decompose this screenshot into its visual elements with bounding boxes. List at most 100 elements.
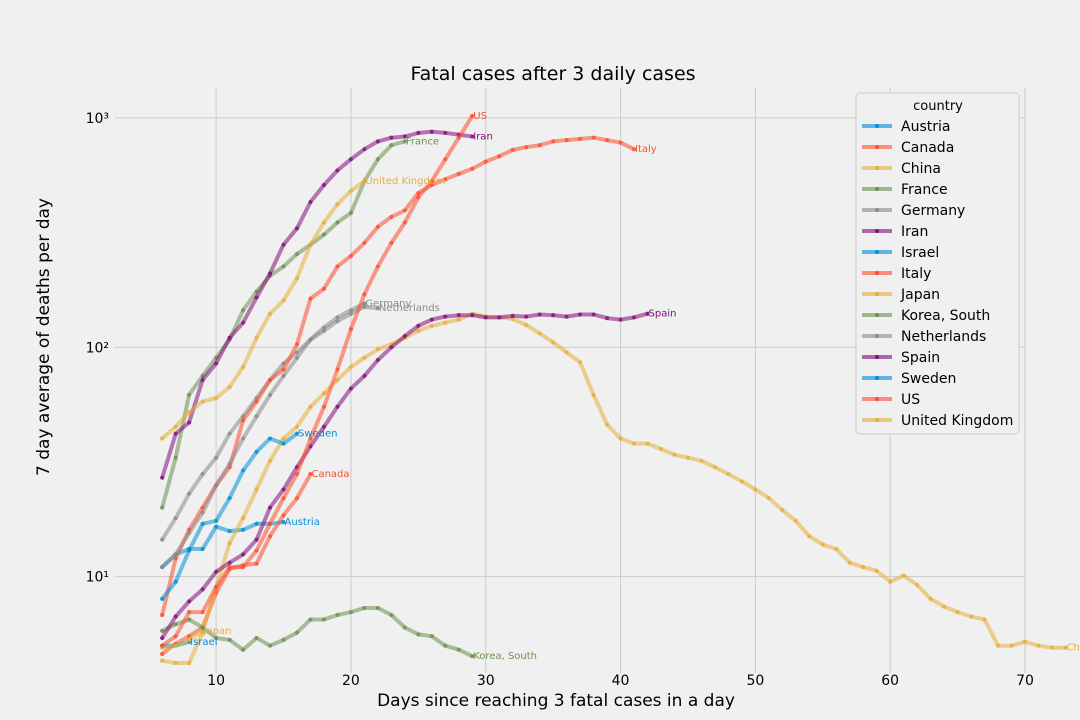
data-point [375,306,380,311]
data-point [160,643,165,648]
data-point [348,157,353,162]
data-point [429,129,434,134]
data-point [295,252,299,257]
data-point [793,518,798,523]
data-point [187,420,192,425]
data-point [173,424,178,429]
legend-label: United Kingdom [901,413,1013,429]
data-point [281,513,286,518]
data-point [321,424,326,429]
data-point [362,373,367,378]
y-tick-label: 10² [86,340,109,356]
data-point [605,138,610,143]
data-point [578,312,583,317]
data-point [268,534,273,539]
data-point [227,541,232,546]
data-point [456,135,461,140]
data-point [362,304,367,309]
data-point [578,136,583,141]
data-point [321,391,326,396]
data-point [254,537,259,542]
legend-label: France [901,182,948,198]
data-point [254,548,259,553]
data-point [308,296,313,301]
legend-item-japan: Japan [862,287,940,303]
data-point [308,242,313,247]
data-point [281,520,286,525]
end-label-germany: Germany [365,299,411,310]
data-point [375,157,380,162]
data-point [241,647,246,652]
legend-item-france: France [862,182,948,198]
data-point [726,472,731,477]
data-point [254,635,259,640]
legend: country Austria Canada China France Germany I… [855,92,1020,435]
x-tick-label: 50 [746,673,764,689]
data-point [1049,645,1054,650]
data-point [173,431,178,436]
legend-label: Spain [901,350,940,366]
data-point [295,630,299,635]
data-point [969,614,974,619]
legend-marker [875,292,879,296]
data-point [241,527,246,532]
data-point [254,335,259,340]
series-us [160,113,475,648]
data-point [335,202,340,207]
legend-marker [875,313,879,317]
data-point [524,314,529,319]
data-point [335,264,340,269]
data-point [173,516,178,521]
data-point [268,521,273,526]
data-point [200,510,205,515]
data-point [295,226,299,231]
legend-item-canada: Canada [862,140,954,156]
legend-label: Germany [901,203,965,219]
data-point [321,182,326,187]
legend-item-us: US [862,392,920,408]
data-point [241,418,246,423]
data-point [780,508,785,513]
data-point [375,264,380,269]
data-point [632,147,637,152]
data-point [348,189,353,194]
data-point [335,367,340,372]
data-point [402,139,407,144]
data-point [173,552,178,557]
legend-marker [875,187,879,191]
data-point [254,295,259,300]
data-point [295,276,299,281]
data-point [281,367,286,372]
end-label-netherlands: Netherlands [379,303,440,314]
data-point [308,199,313,204]
data-point [214,585,219,590]
legend-label: Sweden [901,371,956,387]
series-line-china [160,311,1068,665]
data-point [537,312,542,317]
chart-title: Fatal cases after 3 daily cases [410,63,695,85]
data-point [241,552,246,557]
x-tick-label: 10 [207,673,225,689]
data-point [214,635,219,640]
data-point [982,617,987,622]
legend-item-germany: Germany [862,203,965,219]
legend-item-austria: Austria [862,119,950,135]
legend-item-united-kingdom: United Kingdom [862,413,1013,429]
data-point [321,328,326,333]
data-point [618,317,623,322]
data-point [632,315,637,320]
legend-item-israel: Israel [862,245,939,261]
data-point [348,311,353,316]
legend-label: Iran [901,224,928,240]
data-point [456,647,461,652]
y-tick-label: 10¹ [86,570,109,586]
data-point [605,316,610,321]
data-point [268,436,273,441]
data-point [402,625,407,630]
data-point [227,565,232,570]
legend-marker [875,250,879,254]
data-point [1023,639,1027,644]
legend-marker [875,271,879,275]
series-lines [160,113,1068,666]
legend-marker [875,334,879,338]
